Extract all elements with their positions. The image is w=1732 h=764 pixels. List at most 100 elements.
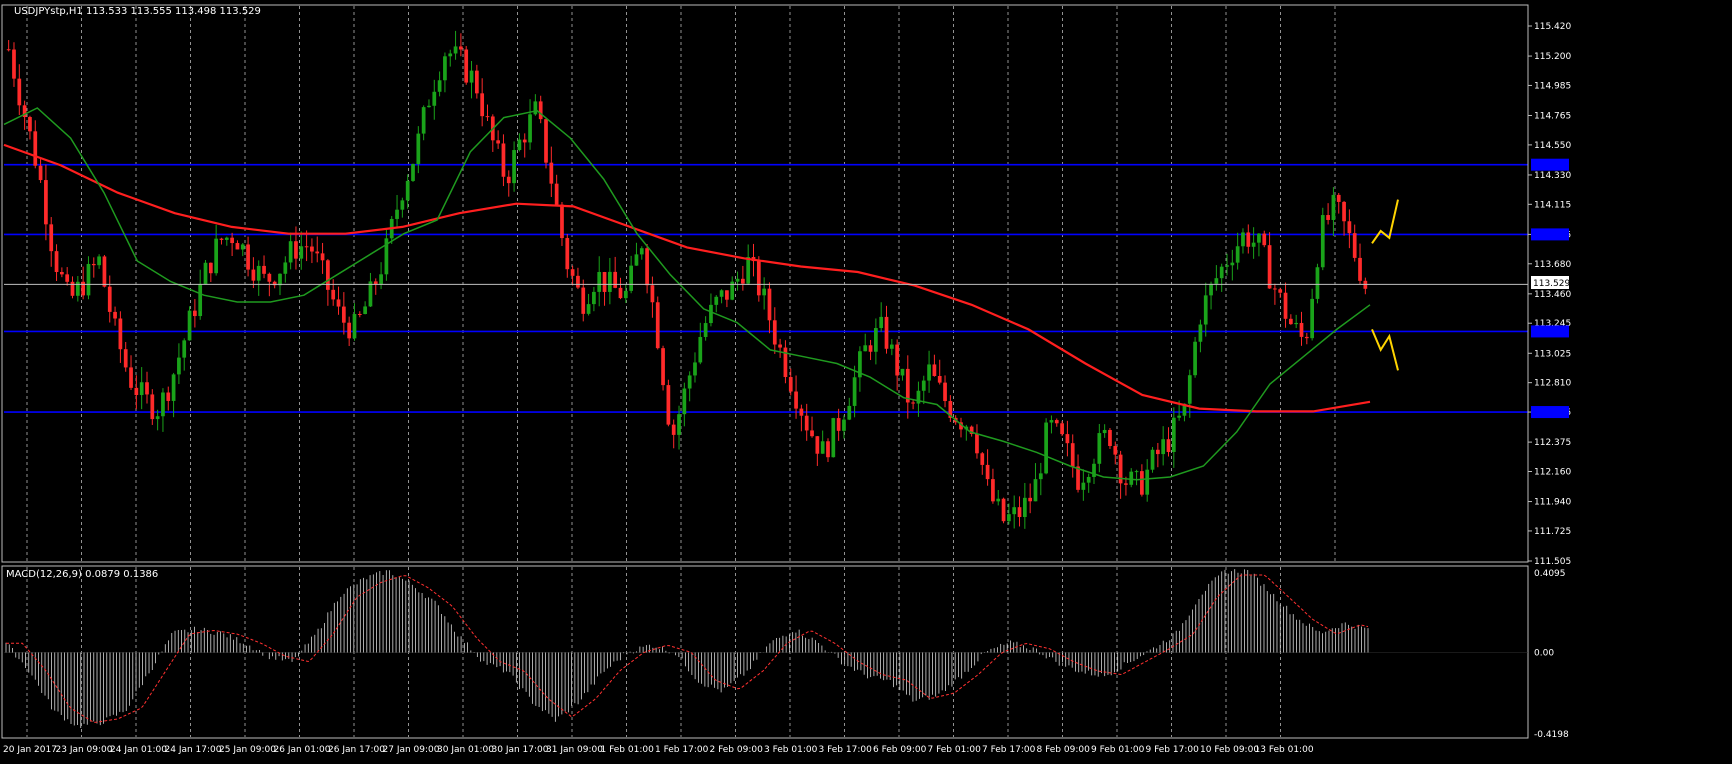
candle-body [373, 281, 378, 285]
candle-body [405, 180, 410, 201]
candle-body [1033, 479, 1038, 502]
candle-body [554, 183, 559, 205]
candle-body [1113, 445, 1118, 455]
candle-body [453, 46, 458, 54]
price-tick-label: 114.330 [1534, 171, 1571, 181]
candle-body [501, 143, 506, 177]
candle-body [310, 246, 314, 252]
candle-body [341, 306, 346, 323]
candle-body [33, 131, 38, 166]
candle-body [661, 348, 665, 386]
candle-body [336, 299, 341, 307]
candle-body [485, 116, 490, 118]
time-label: 9 Feb 17:00 [1146, 745, 1200, 755]
candle-body [182, 340, 187, 358]
candle-body [1273, 288, 1277, 290]
level-tag [1531, 406, 1569, 419]
candle-body [1315, 267, 1320, 299]
candle-body [1049, 420, 1054, 423]
candle-body [980, 453, 985, 465]
macd-axis: 0.4095 0.00 -0.4198 [1534, 569, 1569, 740]
candle-body [905, 368, 910, 403]
candle-body [1182, 403, 1187, 416]
time-label: 31 Jan 09:00 [546, 745, 603, 755]
candle-body [299, 246, 304, 259]
level-tags [1531, 158, 1569, 419]
candle-body [1129, 471, 1134, 485]
candle-body [1241, 232, 1245, 247]
forecast-up-arrow [1371, 199, 1399, 244]
macd-tick-label: -0.4198 [1534, 730, 1569, 740]
candle-body [411, 164, 415, 181]
candle-body [549, 162, 554, 184]
candle-body [1347, 221, 1352, 234]
candle-body [831, 418, 836, 458]
candle-body [1171, 417, 1176, 452]
candle-body [937, 376, 942, 383]
time-label: 25 Jan 09:00 [219, 745, 276, 755]
time-label: 27 Jan 09:00 [383, 745, 440, 755]
candle-body [421, 107, 426, 134]
candle-body [102, 256, 107, 287]
current-price-tag-bg [1531, 276, 1569, 289]
candle-body [304, 246, 309, 248]
candle-body [1124, 483, 1128, 485]
candle-body [1262, 233, 1267, 246]
candle-body [1092, 463, 1096, 477]
candle-body [1219, 266, 1224, 279]
candle-body [38, 165, 43, 181]
price-tick-label: 114.765 [1534, 112, 1571, 122]
candle-body [363, 306, 367, 315]
price-tick-label: 115.200 [1534, 52, 1571, 62]
candle-body [1257, 233, 1261, 243]
candle-body [687, 375, 692, 389]
candle-body [193, 310, 197, 317]
candle-body [623, 290, 628, 299]
candle-body [81, 281, 86, 296]
candle-body [246, 244, 250, 270]
candle-body [650, 285, 655, 303]
level-tag [1531, 158, 1569, 171]
candle-body [1017, 507, 1022, 518]
candle-body [1076, 466, 1080, 490]
candle-body [267, 273, 272, 282]
candle-body [1246, 232, 1251, 247]
candle-body [1155, 449, 1160, 455]
candle-body [123, 349, 128, 368]
candle-body [54, 251, 59, 272]
candle-body [1065, 434, 1070, 444]
candle-body [1022, 497, 1027, 518]
candle-body [959, 422, 963, 430]
candle-body [1203, 295, 1208, 325]
candle-body [1342, 201, 1346, 222]
level-tag [1531, 228, 1569, 241]
candle-body [570, 269, 575, 276]
macd-histogram [4, 569, 1528, 729]
candle-body [911, 402, 915, 404]
candle-body [75, 281, 80, 296]
candle-body [496, 140, 500, 144]
candle-body [347, 322, 352, 339]
candle-body [469, 70, 474, 83]
macd-label: MACD(12,26,9) 0.0879 0.1386 [6, 569, 158, 580]
candle-body [858, 351, 862, 378]
candle-body [772, 320, 777, 345]
candle-body [49, 224, 54, 252]
candle-body [895, 344, 900, 376]
price-tick-label: 112.810 [1534, 379, 1571, 389]
candle-body [1310, 298, 1314, 339]
candle-body [474, 70, 479, 94]
candle-body [203, 262, 208, 284]
candle-body [1209, 283, 1213, 296]
price-tick-label: 113.245 [1534, 319, 1571, 329]
candle-body [443, 56, 447, 81]
candle-body [459, 46, 463, 50]
candle-body [629, 265, 633, 291]
candle-body [97, 256, 101, 266]
candle-body [219, 238, 224, 240]
price-tick-label: 115.420 [1534, 22, 1571, 32]
candle-body [22, 105, 27, 118]
